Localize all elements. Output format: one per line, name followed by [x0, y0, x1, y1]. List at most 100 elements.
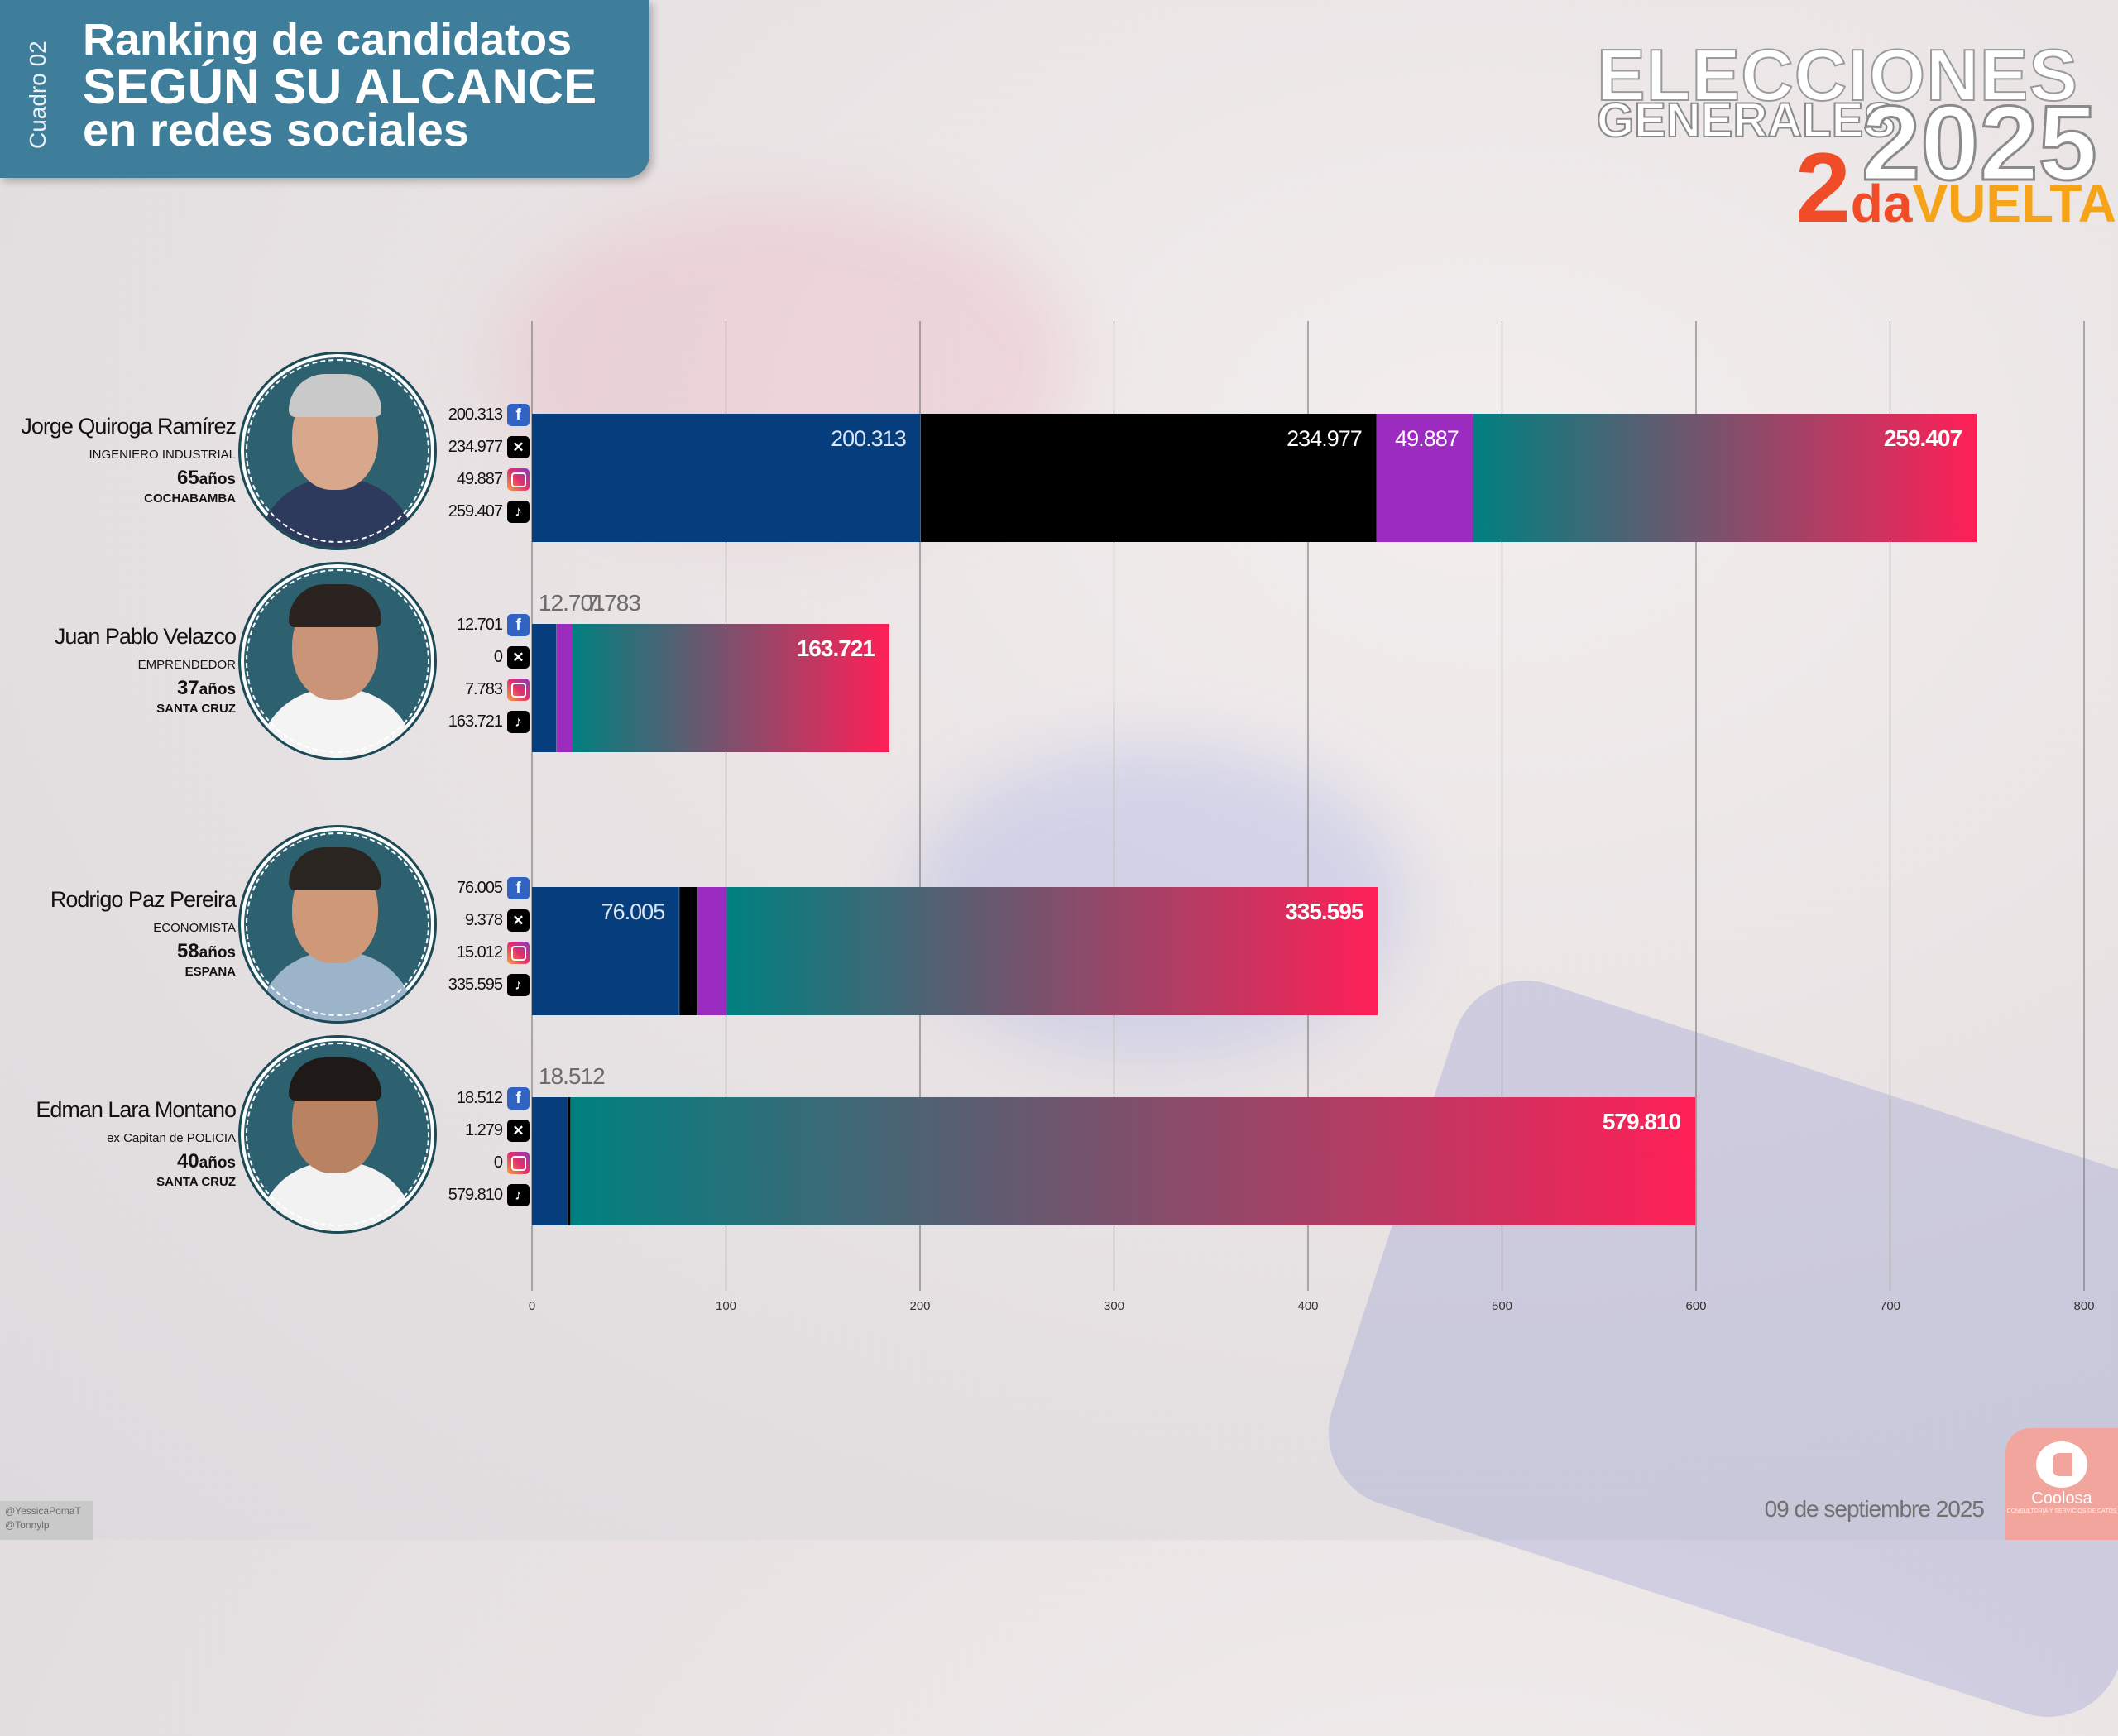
candidate-age-value: 65 [176, 467, 199, 489]
facebook-bar [532, 624, 557, 752]
x-icon: ✕ [507, 436, 530, 458]
x-tick-label: 100 [716, 1299, 736, 1313]
tiktok-bar [1473, 414, 1977, 542]
bar-chart: 0 100 200 300 400 500 600 700 800 200.313 234.977 4… [529, 321, 2095, 1313]
x-tick-label: 500 [1492, 1299, 1512, 1313]
candidate-info: Rodrigo Paz Pereira ECONOMISTA 58años ES… [50, 887, 237, 979]
candidate-photo [238, 562, 437, 760]
logo-round-suffix: da [1850, 174, 1913, 233]
candidate-profession: EMPRENDEDOR [137, 658, 236, 672]
tiktok-data-label: 335.595 [1285, 899, 1363, 924]
candidate-age-unit: años [199, 1154, 236, 1172]
title-line-2: SEGÚN SU ALCANCE [83, 59, 597, 114]
instagram-data-label: 7.783 [587, 590, 640, 616]
candidate-city: SANTA CRUZ [156, 1175, 236, 1189]
candidate-age: 37años [55, 677, 236, 700]
logo-generales: GENERALES [1596, 93, 1896, 148]
candidate-age: 65años [21, 467, 236, 490]
facebook-value: 76.005 [456, 879, 503, 897]
tiktok-icon: ♪ [507, 711, 530, 733]
instagram-bar [697, 887, 727, 1015]
brand-subtitle: CONSULTORIA Y SERVICIOS DE DATOS [2006, 1508, 2117, 1514]
tiktok-data-label: 163.721 [797, 635, 875, 661]
x-bar [679, 887, 698, 1015]
tiktok-bar [570, 1097, 1696, 1225]
x-value: 0 [493, 648, 503, 666]
x-tick-label: 200 [909, 1299, 930, 1313]
candidate-values: 76.005 f 9.378 ✕ 15.012 335.595 ♪ [418, 872, 530, 1001]
x-data-label: 234.977 [1287, 426, 1362, 451]
x-row: 0 ✕ [418, 641, 530, 674]
facebook-value: 12.701 [456, 616, 503, 634]
candidate-city: COCHABAMBA [144, 492, 236, 506]
facebook-icon: f [507, 404, 530, 426]
instagram-row: 7.783 [418, 674, 530, 706]
x-row: 9.378 ✕ [418, 904, 530, 937]
candidate-profession: ex Capitan de POLICIA [107, 1131, 236, 1145]
candidate-info: Juan Pablo Velazco EMPRENDEDOR 37años SA… [54, 624, 237, 716]
x-value: 9.378 [464, 911, 503, 929]
candidate-photo [238, 825, 437, 1024]
brand-badge: Coolosa CONSULTORIA Y SERVICIOS DE DATOS [2005, 1428, 2118, 1540]
tiktok-icon: ♪ [507, 974, 530, 996]
candidate-values: 200.313 f 234.977 ✕ 49.887 259.407 ♪ [418, 399, 530, 528]
author-handles: @YessicaPomaT @Tonnylp [0, 1501, 93, 1540]
logo-round-word: VUELTA [1912, 174, 2116, 233]
x-value: 234.977 [448, 438, 503, 456]
candidate-age: 58años [50, 940, 236, 963]
facebook-row: 76.005 f [418, 872, 530, 904]
tiktok-icon: ♪ [507, 501, 530, 523]
instagram-value: 7.783 [464, 680, 503, 698]
title-line-3: en redes sociales [83, 103, 469, 156]
logo-round-number: 2 [1795, 132, 1851, 243]
tiktok-bar [726, 887, 1378, 1015]
candidate-photo [238, 352, 437, 550]
candidate-name: Juan Pablo Velazco [54, 624, 237, 649]
x-tick-label: 800 [2073, 1299, 2094, 1313]
tiktok-row: 259.407 ♪ [418, 496, 530, 528]
candidate-age: 40años [36, 1150, 236, 1173]
x-row: 234.977 ✕ [418, 431, 530, 463]
facebook-row: 200.313 f [418, 399, 530, 431]
logo-year: 2025 [1861, 84, 2099, 204]
instagram-icon [507, 1152, 530, 1174]
candidate-values: 12.701 f 0 ✕ 7.783 163.721 ♪ [418, 609, 530, 738]
candidate-profession: ECONOMISTA [153, 921, 236, 935]
title-line-1: Ranking de candidatos [83, 15, 573, 65]
brand-name: Coolosa [2031, 1489, 2092, 1508]
elections-logo: ELECCIONES GENERALES 2025 2daVUELTA [1588, 33, 2116, 243]
facebook-icon: f [507, 877, 530, 899]
facebook-value: 200.313 [448, 405, 503, 424]
instagram-icon [507, 679, 530, 701]
tiktok-row: 163.721 ♪ [418, 706, 530, 738]
facebook-data-label: 12.701 [539, 590, 605, 616]
candidate-panel: Rodrigo Paz Pereira ECONOMISTA 58años ES… [0, 825, 530, 1086]
x-row: 1.279 ✕ [418, 1115, 530, 1147]
author-handle: @Tonnylp [5, 1519, 50, 1531]
brand-logo-icon [2036, 1441, 2087, 1488]
x-tick-label: 700 [1880, 1299, 1900, 1313]
candidate-name: Edman Lara Montano [36, 1097, 237, 1122]
tiktok-value: 163.721 [448, 712, 503, 731]
photo-ring [246, 359, 429, 543]
facebook-data-label: 200.313 [831, 426, 906, 451]
x-tick-label: 600 [1685, 1299, 1706, 1313]
candidate-profession: INGENIERO INDUSTRIAL [89, 448, 236, 462]
photo-ring [246, 832, 429, 1016]
tiktok-value: 259.407 [448, 502, 503, 520]
candidate-panel: Juan Pablo Velazco EMPRENDEDOR 37años SA… [0, 562, 530, 822]
tiktok-data-label: 579.810 [1603, 1109, 1681, 1134]
x-bar [568, 1097, 571, 1225]
x-icon: ✕ [507, 646, 530, 669]
candidate-name: Rodrigo Paz Pereira [50, 887, 237, 912]
candidate-age-value: 58 [176, 940, 199, 962]
facebook-icon: f [507, 1087, 530, 1110]
instagram-value: 0 [493, 1153, 503, 1172]
x-tick-label: 300 [1104, 1299, 1124, 1313]
x-tick-label: 0 [529, 1299, 535, 1313]
photo-ring [246, 1043, 429, 1226]
x-icon: ✕ [507, 909, 530, 932]
candidate-city: ESPANA [184, 965, 236, 979]
x-tick-label: 400 [1297, 1299, 1318, 1313]
instagram-bar [556, 624, 573, 752]
